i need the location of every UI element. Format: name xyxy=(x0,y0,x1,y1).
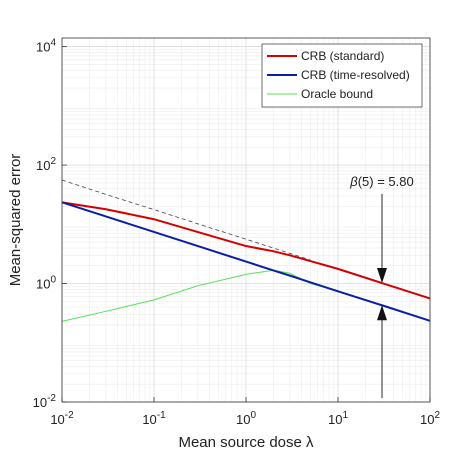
x-axis-label: Mean source dose λ xyxy=(178,434,314,451)
lines xyxy=(61,179,431,322)
legend-label: CRB (time-resolved) xyxy=(301,68,410,82)
series-line xyxy=(61,201,431,300)
y-axis-label: Mean-squared error xyxy=(7,154,24,287)
legend-label: CRB (standard) xyxy=(301,49,384,63)
arrow-head xyxy=(377,305,387,321)
arrow-head xyxy=(377,268,387,284)
series-line xyxy=(61,201,431,322)
series-line xyxy=(61,179,311,261)
annotation: β(5) = 5.80 xyxy=(349,174,413,189)
legend-label: Oracle bound xyxy=(301,87,373,101)
